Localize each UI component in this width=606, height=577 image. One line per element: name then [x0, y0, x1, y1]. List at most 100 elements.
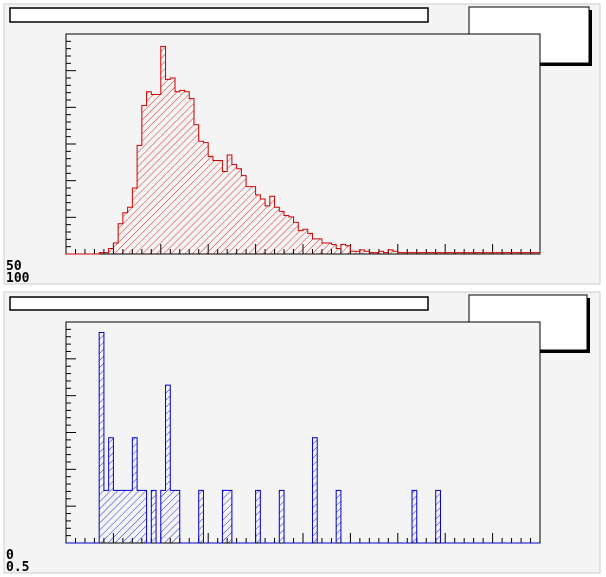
top-histogram-bar: [397, 252, 403, 254]
top-histogram-bar: [170, 78, 176, 254]
top-histogram-bar: [108, 248, 114, 254]
top-pad: 50 100: [3, 3, 601, 286]
bottom-histogram-bar: [137, 490, 142, 543]
top-histogram-bar: [208, 156, 213, 254]
bottom-histogram-bar: [122, 490, 128, 543]
bottom-histogram-bar: [227, 490, 232, 543]
top-histogram-bar: [222, 171, 228, 254]
top-histogram-bar: [459, 252, 465, 254]
top-histogram-bar: [212, 160, 218, 254]
top-y-tick-label-100: 100: [6, 271, 30, 286]
bottom-histogram-bar: [151, 490, 157, 543]
bottom-histogram-outline: [66, 332, 540, 544]
top-histogram-bar: [303, 229, 308, 254]
bottom-y-tick-label-0-5: 0.5: [6, 560, 29, 575]
top-y-tick-label-50: 50: [6, 259, 22, 274]
top-histogram-bar: [231, 164, 237, 254]
top-histogram-bar: [393, 251, 398, 254]
top-histogram-bar: [326, 243, 332, 254]
bottom-histogram-bar: [198, 490, 204, 543]
top-histogram-bar: [250, 186, 256, 254]
top-histogram-bar: [274, 207, 280, 254]
top-histogram-bar: [468, 252, 474, 254]
top-histogram-bar: [260, 199, 266, 254]
top-histogram-bar: [525, 252, 531, 254]
top-histogram-bar: [464, 252, 469, 254]
top-histogram-bar: [492, 252, 498, 254]
top-histogram-bar: [99, 252, 104, 254]
top-histogram-bar: [203, 142, 209, 254]
top-histogram-bar: [355, 251, 360, 254]
top-histogram-bar: [165, 79, 171, 254]
top-histogram-bar: [113, 243, 119, 254]
bottom-histogram-bar: [160, 490, 166, 543]
bottom-histogram-bar: [312, 437, 318, 543]
top-histogram-bar: [478, 252, 484, 254]
top-histogram-bar: [288, 216, 294, 254]
top-histogram-bar: [435, 252, 441, 254]
top-histogram-bar: [383, 252, 389, 254]
bottom-histogram-bar: [118, 490, 123, 543]
top-histogram-bar: [132, 188, 138, 254]
top-histogram-bar: [426, 252, 431, 254]
top-histogram-bar: [321, 243, 327, 254]
top-histogram-bar: [179, 90, 185, 254]
bottom-histogram-bar: [255, 490, 261, 543]
top-histogram-bar: [412, 252, 417, 254]
top-histogram-bar: [445, 252, 450, 254]
top-title-box: [9, 7, 429, 23]
top-histogram-bar: [336, 248, 341, 254]
top-histogram-bar: [236, 168, 242, 254]
top-histogram-bar: [402, 252, 408, 254]
top-histogram-bar: [378, 251, 384, 254]
top-histogram-bar: [293, 222, 299, 254]
top-histogram-bar: [122, 212, 128, 254]
bottom-histogram-bar: [165, 385, 171, 543]
top-histogram-bar: [103, 252, 109, 254]
top-histogram-bar: [227, 155, 232, 254]
top-histogram-bar: [345, 245, 351, 254]
top-histogram-bar: [350, 251, 356, 254]
top-histogram-bar: [156, 94, 161, 254]
bottom-histogram-bar: [435, 490, 441, 543]
bottom-title-box: [9, 296, 429, 311]
top-histogram-bar: [141, 105, 147, 254]
bottom-pad: 0 0.5: [3, 291, 601, 575]
bottom-histogram-bar: [127, 490, 133, 543]
top-histogram-bar: [198, 141, 204, 254]
top-histogram-outline: [66, 45, 541, 255]
top-histogram-bar: [511, 252, 517, 254]
top-histogram-bar: [298, 230, 303, 254]
bottom-histogram-bar: [279, 490, 285, 543]
top-histogram-bar: [374, 252, 379, 254]
top-histogram-bar: [317, 238, 322, 254]
bottom-histogram-bar: [108, 437, 114, 543]
top-histogram-bar: [175, 91, 180, 254]
top-histogram-bar: [160, 46, 166, 254]
top-histogram-bar: [407, 252, 413, 254]
top-histogram-bar: [331, 244, 337, 254]
bottom-histogram-bar: [336, 490, 341, 543]
top-histogram-bar: [189, 98, 194, 254]
top-histogram-bar: [430, 252, 436, 254]
bottom-histogram-bar: [113, 490, 119, 543]
top-histogram-bar: [369, 252, 375, 254]
top-histogram-bar: [521, 252, 526, 254]
top-histogram-bar: [364, 251, 370, 254]
bottom-histogram-bar: [222, 490, 228, 543]
bottom-histogram-plot: [65, 321, 541, 544]
top-histogram-bar: [502, 252, 507, 254]
top-histogram-bar: [340, 244, 346, 254]
bottom-histogram-bar: [99, 332, 104, 543]
top-histogram-bar: [255, 194, 261, 254]
top-histogram-bar: [279, 211, 285, 254]
top-histogram-bar: [217, 160, 223, 254]
bottom-y-tick-label-0: 0: [6, 548, 14, 563]
top-histogram-bar: [530, 252, 536, 254]
top-histogram-bar: [193, 124, 199, 254]
top-histogram-bar: [265, 205, 270, 254]
bottom-histogram-bar: [132, 437, 138, 543]
top-histogram-bar: [473, 252, 479, 254]
bottom-histogram-bar: [103, 490, 109, 543]
top-histogram-bar: [440, 252, 446, 254]
